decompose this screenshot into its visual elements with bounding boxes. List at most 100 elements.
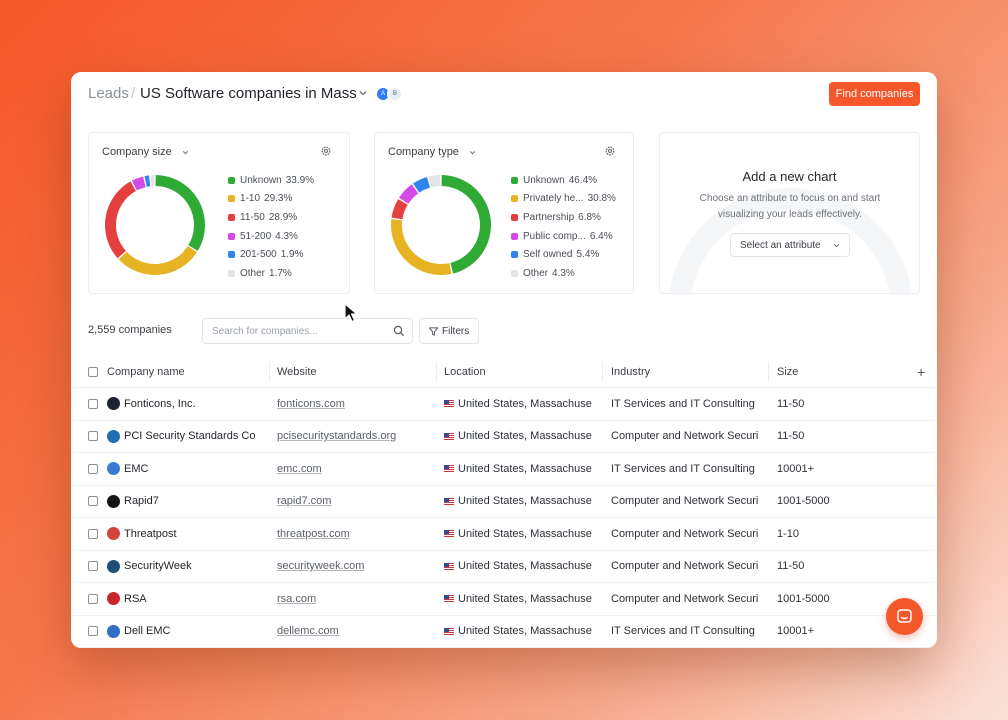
us-flag-icon	[444, 530, 454, 538]
location-text: United States, Massachuse	[458, 495, 592, 508]
add-column-button[interactable]: +	[917, 363, 926, 380]
row-checkbox[interactable]	[88, 431, 98, 442]
table-row[interactable]: Threatpost threatpost.com United States, M…	[71, 518, 937, 551]
row-checkbox[interactable]	[88, 593, 98, 604]
gear-icon[interactable]	[604, 145, 616, 157]
website-link[interactable]: fonticons.com	[277, 397, 345, 410]
mouse-cursor-icon	[344, 303, 358, 323]
column-divider[interactable]	[269, 362, 270, 381]
donut-slice-1-10[interactable]	[118, 246, 197, 275]
table-row[interactable]: EMC emc.com United States, Massachuse IT Se…	[71, 453, 937, 486]
company-name-cell[interactable]: Fonticons, Inc.	[107, 388, 267, 420]
breadcrumb-leads[interactable]: Leads	[88, 85, 129, 102]
company-name[interactable]: Threatpost	[124, 527, 177, 540]
legend-swatch	[228, 251, 235, 259]
search-box[interactable]	[202, 318, 413, 344]
website-link[interactable]: rapid7.com	[277, 495, 332, 508]
table-row[interactable]: Dell EMC dellemc.com United States, Massac…	[71, 616, 937, 648]
donut-slice-other[interactable]	[428, 175, 441, 188]
table-row[interactable]: RSA rsa.com United States, Massachuse Compu…	[71, 583, 937, 616]
legend-percent: 4.3%	[552, 267, 575, 279]
donut-slice-unknown[interactable]	[441, 175, 491, 274]
column-header-company-name[interactable]: Company name	[107, 365, 185, 378]
select-all-checkbox[interactable]	[88, 366, 98, 377]
us-flag-icon	[444, 465, 454, 473]
website-link[interactable]: rsa.com	[277, 592, 317, 605]
table-row[interactable]: Fonticons, Inc. fonticons.com United State…	[71, 388, 937, 421]
column-header-size[interactable]: Size	[777, 365, 799, 378]
company-name-cell[interactable]: RSA	[107, 583, 267, 615]
donut-slice-self-owned[interactable]	[413, 177, 431, 193]
legend-item: Self owned 5.4%	[511, 245, 616, 264]
companies-table: Company name Website Location Industry S…	[71, 356, 937, 648]
donut-slice-51-200[interactable]	[131, 176, 146, 191]
company-name[interactable]: EMC	[124, 462, 149, 475]
company-name-cell[interactable]: EMC	[107, 453, 267, 485]
company-name-cell[interactable]: PCI Security Standards Co	[107, 421, 267, 453]
search-icon[interactable]	[393, 325, 405, 337]
row-checkbox[interactable]	[88, 561, 98, 572]
row-checkbox[interactable]	[88, 496, 98, 507]
row-checkbox[interactable]	[88, 626, 98, 637]
chat-support-button[interactable]	[886, 598, 923, 635]
table-row[interactable]: SecurityWeek securityweek.com United State…	[71, 551, 937, 583]
company-name[interactable]: Rapid7	[124, 495, 159, 508]
filters-button[interactable]: Filters	[419, 318, 479, 344]
location-text: United States, Massachuse	[458, 462, 592, 475]
us-flag-icon	[444, 497, 454, 505]
donut-slice-other[interactable]	[150, 175, 155, 187]
company-name-cell[interactable]: Dell EMC	[107, 616, 267, 648]
donut-slice-privately-he[interactable]	[391, 219, 452, 275]
website-link[interactable]: dellemc.com	[277, 625, 339, 638]
location-cell: United States, Massachuse	[444, 388, 600, 420]
company-name[interactable]: SecurityWeek	[124, 560, 192, 573]
avatar[interactable]: B	[387, 86, 403, 102]
row-checkbox[interactable]	[88, 398, 98, 409]
column-divider[interactable]	[436, 362, 437, 381]
row-checkbox[interactable]	[88, 528, 98, 539]
chevron-down-icon[interactable]	[357, 87, 369, 99]
company-name-cell[interactable]: SecurityWeek	[107, 551, 267, 583]
donut-slice-public-comp[interactable]	[399, 184, 419, 204]
legend-item: Public comp... 6.4%	[511, 227, 616, 246]
location-text: United States, Massachuse	[458, 430, 592, 443]
company-size-legend: Unknown 33.9% 1-10 29.3% 11-50 28.9% 51-200 4.3…	[228, 171, 314, 283]
company-name-cell[interactable]: Rapid7	[107, 486, 267, 518]
table-row[interactable]: Rapid7 rapid7.com United States, Massachus…	[71, 486, 937, 518]
legend-swatch	[511, 269, 518, 277]
company-name[interactable]: Fonticons, Inc.	[124, 397, 196, 410]
website-link[interactable]: securityweek.com	[277, 560, 365, 573]
location-text: United States, Massachuse	[458, 560, 592, 573]
company-name[interactable]: PCI Security Standards Co	[124, 430, 256, 443]
location-cell: United States, Massachuse	[444, 616, 600, 648]
size-cell: 1-10	[777, 527, 800, 540]
gear-icon[interactable]	[320, 145, 332, 157]
column-header-website[interactable]: Website	[277, 365, 317, 378]
search-input[interactable]	[212, 324, 387, 338]
company-name[interactable]: Dell EMC	[124, 625, 171, 638]
column-header-location[interactable]: Location	[444, 365, 486, 378]
website-link[interactable]: pcisecuritystandards.org	[277, 430, 397, 443]
column-divider[interactable]	[602, 362, 603, 381]
company-name-cell[interactable]: Threatpost	[107, 518, 267, 550]
chart-attribute-dropdown[interactable]: Company type	[388, 146, 477, 158]
legend-percent: 5.4%	[576, 249, 600, 261]
us-flag-icon	[444, 562, 454, 570]
column-divider[interactable]	[768, 362, 769, 381]
website-link[interactable]: emc.com	[277, 462, 322, 475]
column-header-industry[interactable]: Industry	[611, 365, 651, 378]
donut-slice-201-500[interactable]	[144, 175, 151, 187]
select-attribute-dropdown[interactable]: Select an attribute	[730, 233, 850, 257]
legend-label: Privately he...	[523, 193, 584, 205]
find-companies-button[interactable]: Find companies	[829, 82, 920, 106]
donut-slice-11-50[interactable]	[105, 181, 136, 259]
website-link[interactable]: threatpost.com	[277, 527, 350, 540]
app-window: Leads / US Software companies in Mass A …	[71, 72, 937, 648]
row-checkbox[interactable]	[88, 463, 98, 474]
donut-slice-unknown[interactable]	[155, 175, 205, 251]
chevron-down-icon	[833, 244, 840, 248]
chart-attribute-dropdown[interactable]: Company size	[102, 146, 190, 158]
table-row[interactable]: PCI Security Standards Co pcisecuritystan…	[71, 421, 937, 453]
company-name[interactable]: RSA	[124, 592, 147, 605]
donut-slice-partnership[interactable]	[391, 199, 408, 220]
